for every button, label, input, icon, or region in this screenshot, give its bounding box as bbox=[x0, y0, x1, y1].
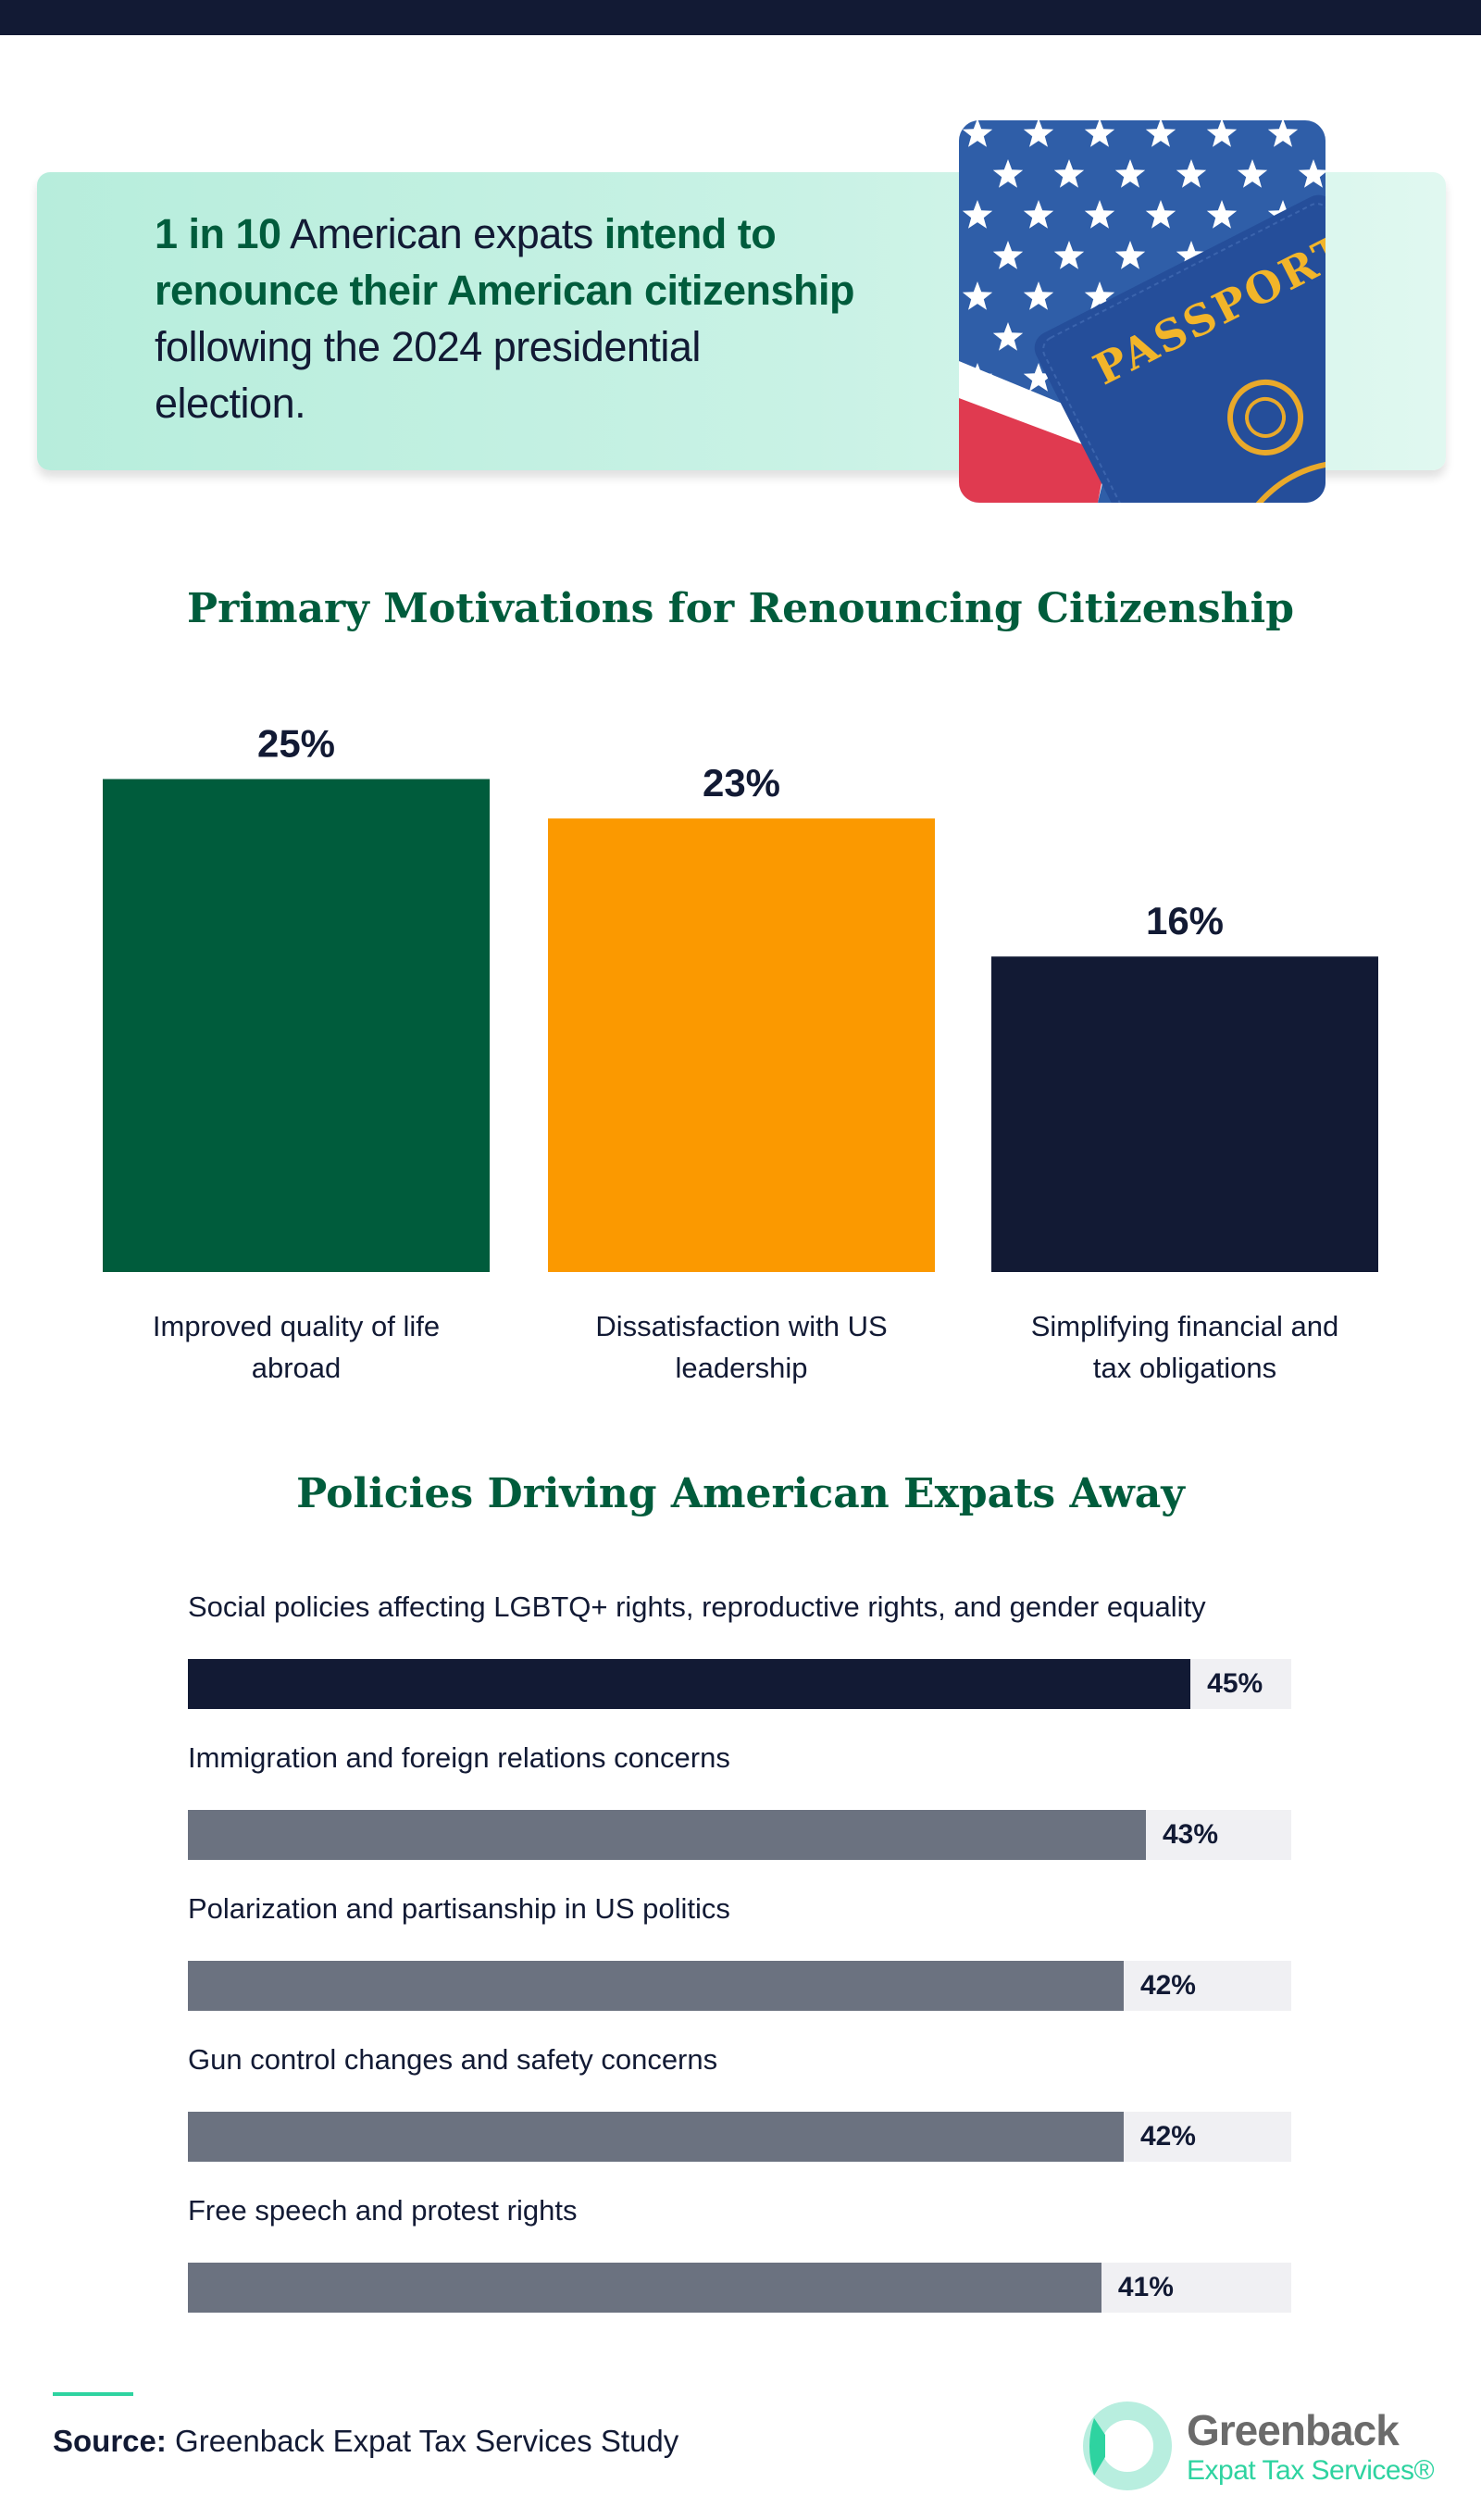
policy-bar bbox=[188, 1659, 1191, 1709]
policy-bar bbox=[188, 1810, 1146, 1860]
bar-category-label: Dissatisfaction with US leadership bbox=[595, 1310, 888, 1384]
chart-title-policies: Policies Driving American Expats Away bbox=[296, 1470, 1185, 1517]
bar-value-label: 23% bbox=[703, 761, 780, 805]
chart-title-motivations: Primary Motivations for Renouncing Citiz… bbox=[187, 585, 1294, 632]
bar-3 bbox=[991, 956, 1378, 1272]
source-text: Greenback Expat Tax Services Study bbox=[166, 2424, 679, 2458]
source-label: Source: bbox=[53, 2424, 167, 2458]
policy-label: Immigration and foreign relations concer… bbox=[188, 1741, 730, 1774]
policy-bar bbox=[188, 2263, 1101, 2313]
logo-tagline: Expat Tax Services® bbox=[1187, 2455, 1435, 2486]
bar-2 bbox=[548, 818, 935, 1272]
policy-value-label: 42% bbox=[1139, 2121, 1196, 2152]
bar-value-label: 25% bbox=[257, 722, 335, 766]
source-accent-line bbox=[53, 2392, 133, 2396]
headline-part: American expats bbox=[280, 210, 604, 257]
headline-part: following the 2024 presidential election… bbox=[155, 323, 701, 427]
headline-part: intend to renounce their American citize… bbox=[155, 210, 855, 314]
policy-label: Social policies affecting LGBTQ+ rights,… bbox=[188, 1591, 1206, 1623]
bar-category-label: Simplifying financial and tax obligations bbox=[1030, 1310, 1339, 1384]
bar-category-label: Improved quality of life abroad bbox=[152, 1310, 441, 1384]
policy-value-label: 43% bbox=[1163, 1819, 1219, 1850]
bar-value-label: 16% bbox=[1146, 899, 1224, 942]
headline-text: 1 in 10 American expats intend to renoun… bbox=[155, 206, 858, 431]
policy-bar-track: 41% bbox=[188, 2263, 1291, 2313]
policy-bar-track: 45% bbox=[188, 1659, 1291, 1709]
policy-bar bbox=[188, 2112, 1124, 2162]
policy-bar-track: 42% bbox=[188, 2112, 1291, 2162]
policy-value-label: 45% bbox=[1207, 1668, 1263, 1699]
policy-value-label: 41% bbox=[1117, 2272, 1174, 2302]
top-bar bbox=[0, 0, 1481, 35]
policy-label: Polarization and partisanship in US poli… bbox=[188, 1892, 730, 1925]
policy-label: Gun control changes and safety concerns bbox=[188, 2043, 718, 2076]
motivations-bar-chart: 25% 23% 16% bbox=[103, 722, 1378, 1272]
passport-flag-photo: PASSPORT bbox=[959, 120, 1325, 503]
policy-label: Free speech and protest rights bbox=[188, 2194, 578, 2227]
policy-bar bbox=[188, 1961, 1124, 2011]
headline-part: 1 in 10 bbox=[155, 210, 281, 257]
greenback-logo-icon bbox=[1083, 2401, 1172, 2490]
policy-bar-track: 43% bbox=[188, 1810, 1291, 1860]
bar-1 bbox=[103, 779, 490, 1272]
policy-bar-track: 42% bbox=[188, 1961, 1291, 2011]
logo-name: Greenback bbox=[1187, 2406, 1400, 2454]
policy-value-label: 42% bbox=[1139, 1970, 1196, 2001]
source-note: Source: Greenback Expat Tax Services Stu… bbox=[53, 2424, 678, 2459]
